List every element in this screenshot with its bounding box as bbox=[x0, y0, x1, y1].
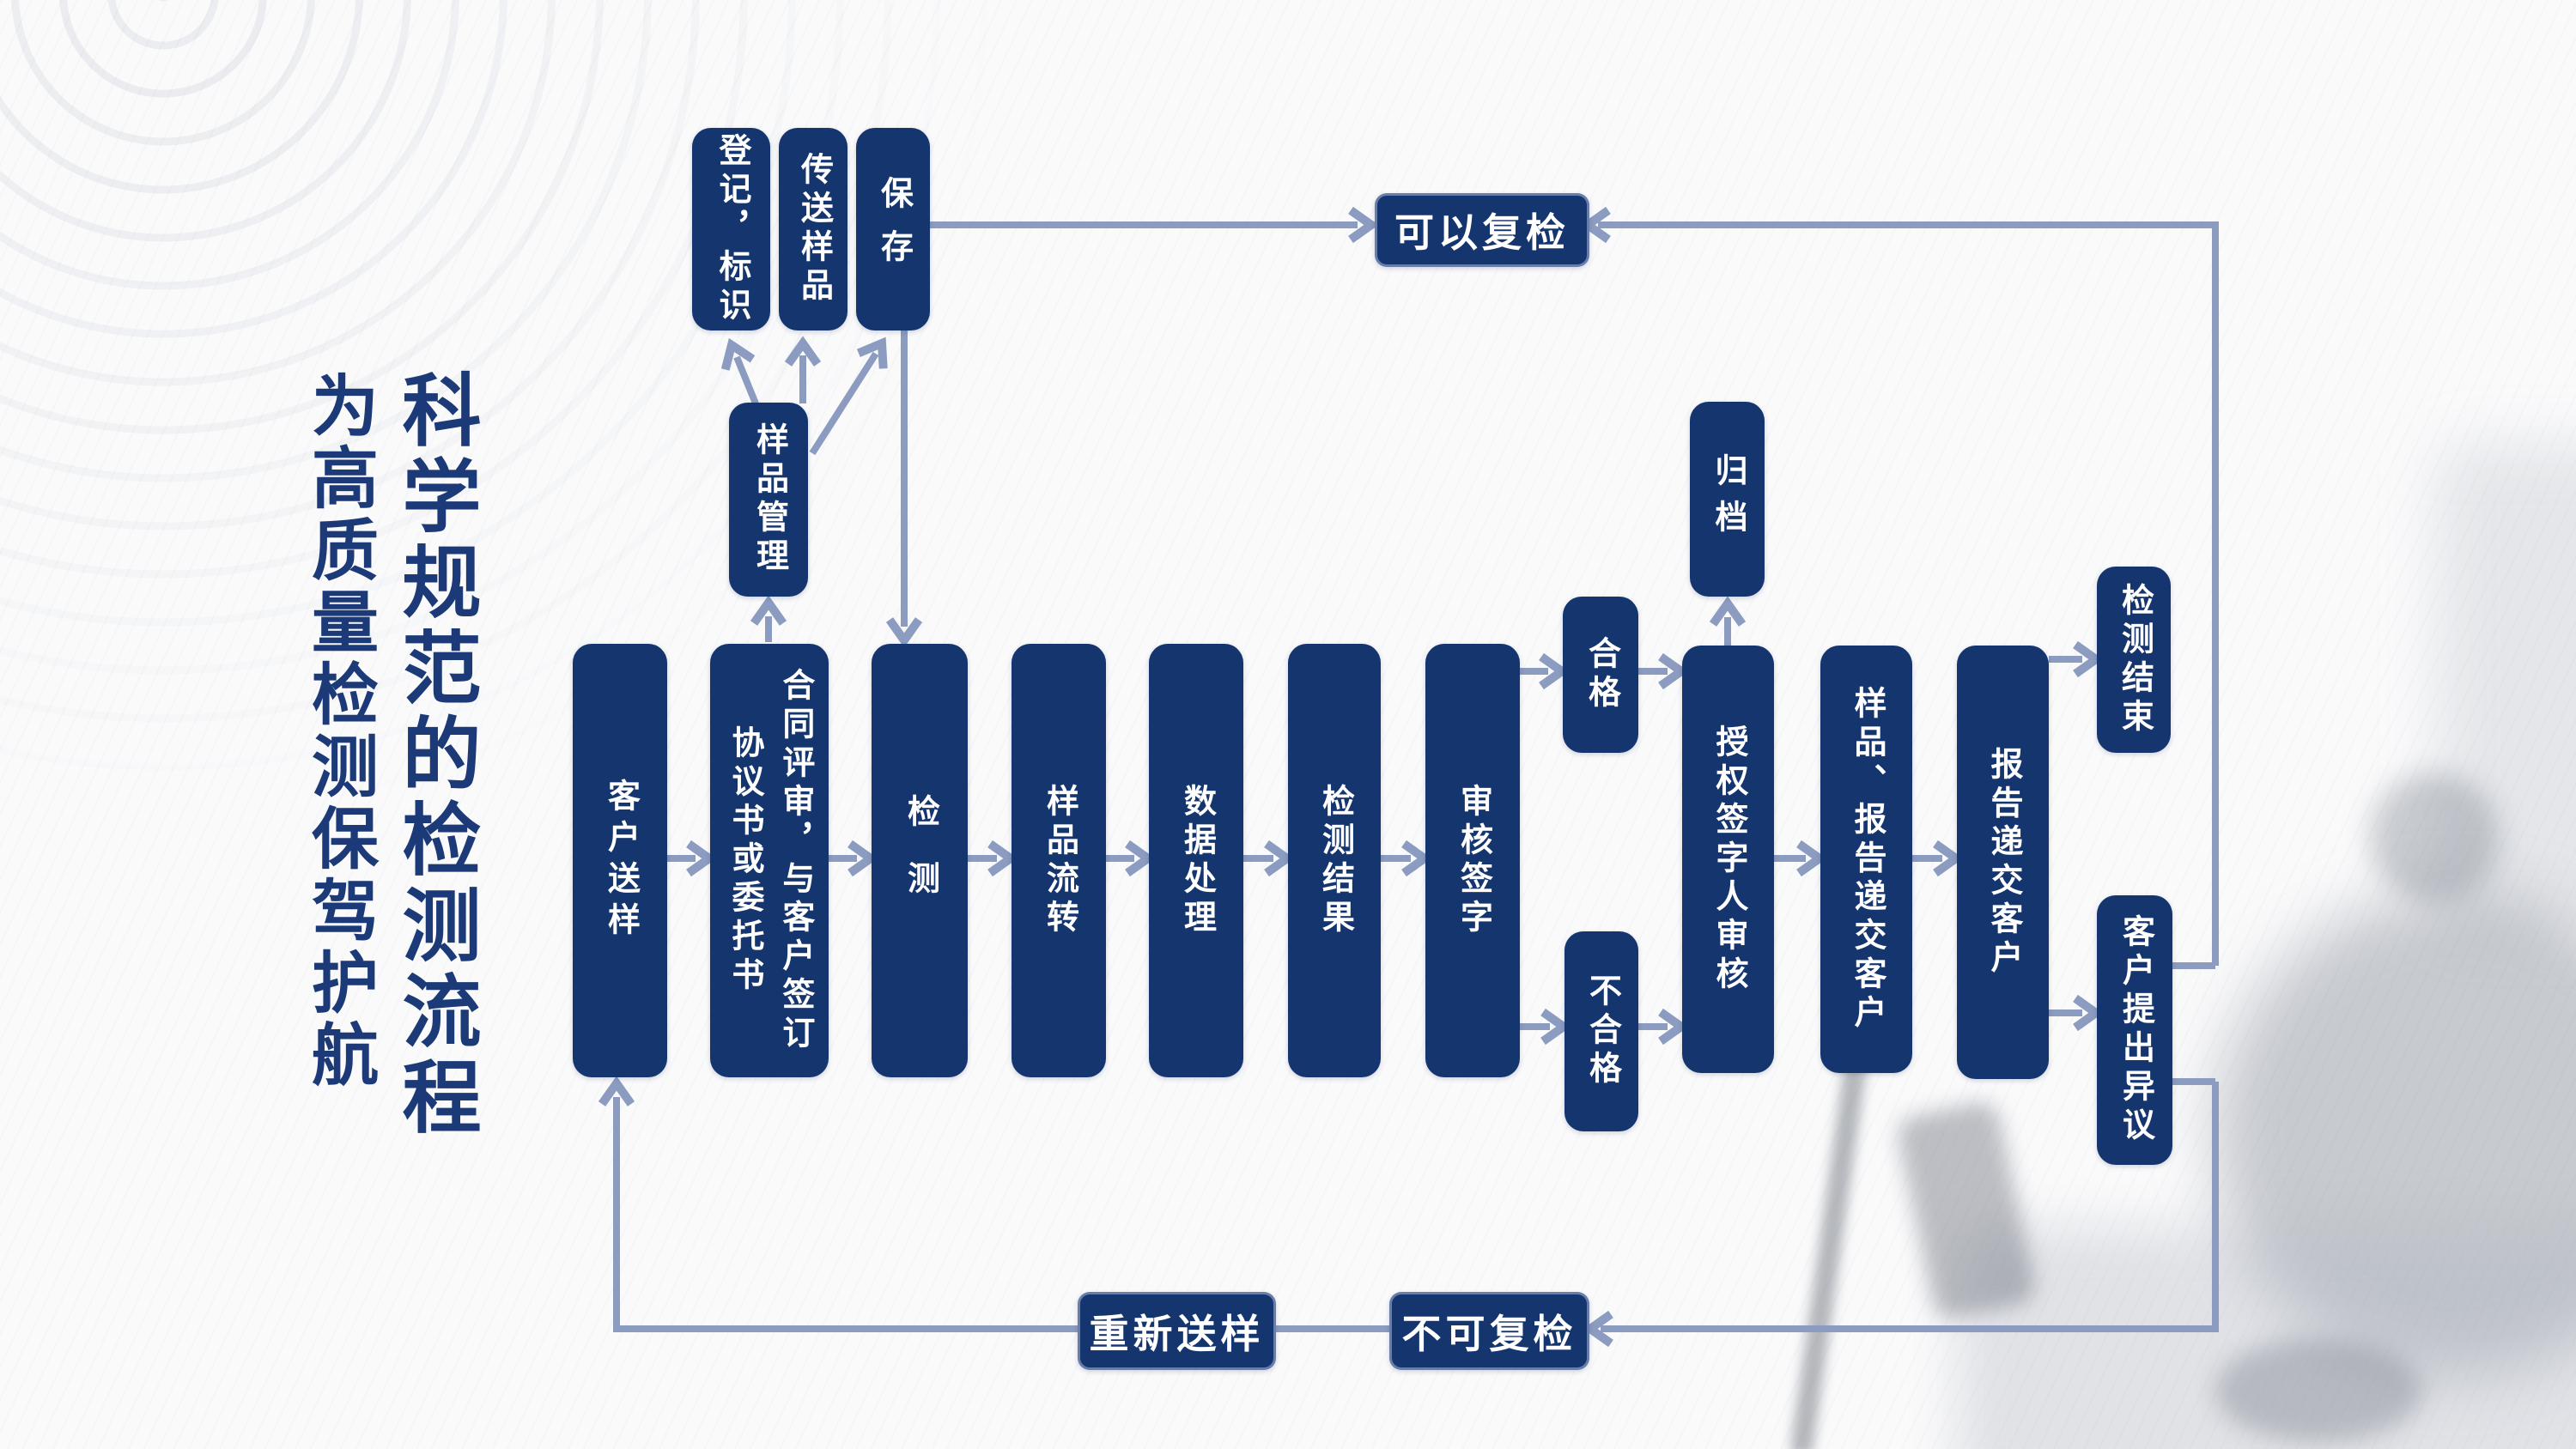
node-sample-mgmt: 样品管理 bbox=[729, 403, 808, 597]
slide-title-sub: 为高质量检测保驾护航 bbox=[292, 371, 388, 1092]
node-register: 登记，标识 bbox=[692, 128, 770, 330]
node-customer-send: 客户送样 bbox=[573, 644, 667, 1077]
node-sample-report-deliver: 样品、报告递交客户 bbox=[1820, 646, 1912, 1073]
ribbon-resend: 重新送样 bbox=[1078, 1292, 1276, 1370]
node-pass: 合格 bbox=[1563, 597, 1638, 753]
line-resend-to-customer-send bbox=[598, 1076, 1078, 1332]
ribbon-resend-label: 重新送样 bbox=[1089, 1311, 1265, 1356]
arrow-sample-mgmt-to-store bbox=[809, 336, 888, 456]
faded-photo-equipment-base bbox=[2215, 1339, 2421, 1442]
line-right-rail-lower bbox=[2172, 1078, 2219, 1332]
node-auth-review: 授权签字人审核 bbox=[1682, 646, 1774, 1073]
node-test-result: 检测结果 bbox=[1288, 644, 1381, 1077]
arrow-customer-send-to-contract bbox=[667, 840, 717, 877]
faded-photo-desk bbox=[1958, 1228, 2576, 1449]
arrow-auth-review-to-sample-report-deliver bbox=[1774, 840, 1827, 877]
slide-title-sub-text: 为高质量检测保驾护航 bbox=[302, 371, 378, 1092]
ribbon-no-retest-label: 不可复检 bbox=[1401, 1311, 1577, 1356]
node-archive-label: 归档 bbox=[1709, 452, 1746, 546]
node-test-end-label: 检测结束 bbox=[2116, 582, 2153, 737]
node-archive: 归档 bbox=[1690, 402, 1765, 597]
arrow-report-deliver-to-test-end bbox=[2049, 640, 2104, 678]
arrow-contract-to-sample-mgmt bbox=[750, 595, 787, 642]
line-right-rail-upper bbox=[2172, 221, 2219, 969]
node-customer-send-label: 客户送样 bbox=[602, 778, 639, 943]
node-fail-label: 不合格 bbox=[1583, 973, 1620, 1089]
arrow-sample-mgmt-to-transfer bbox=[784, 336, 822, 403]
arrow-review-sign-to-fail bbox=[1520, 1008, 1571, 1046]
node-auth-review-label: 授权签字人审核 bbox=[1710, 724, 1747, 995]
node-test-end: 检测结束 bbox=[2097, 567, 2171, 753]
arrow-data-proc-to-result bbox=[1243, 840, 1295, 877]
node-store: 保存 bbox=[856, 128, 930, 330]
arrow-report-deliver-to-objection bbox=[2049, 994, 2104, 1032]
arrow-test-to-sample-flow bbox=[968, 840, 1018, 877]
node-objection-label: 客户提出异议 bbox=[2117, 914, 2154, 1146]
ribbon-retest-ok: 可以复检 bbox=[1375, 193, 1589, 267]
faded-photo-person-head bbox=[2370, 773, 2499, 901]
node-data-proc-label: 数据处理 bbox=[1178, 783, 1215, 938]
arrow-fail-to-auth-review bbox=[1638, 1008, 1689, 1046]
node-transfer: 传送样品 bbox=[779, 128, 848, 330]
node-sample-mgmt-label: 样品管理 bbox=[750, 422, 787, 577]
faded-photo-right-band bbox=[2439, 446, 2576, 927]
node-sample-report-deliver-label: 样品、报告递交客户 bbox=[1848, 685, 1885, 1034]
arrow-contract-to-test bbox=[829, 840, 878, 877]
arrow-result-to-review-sign bbox=[1381, 840, 1432, 877]
line-right-rail-to-no-retest bbox=[1583, 1310, 2219, 1348]
node-pass-label: 合格 bbox=[1583, 636, 1619, 713]
node-objection: 客户提出异议 bbox=[2097, 895, 2172, 1165]
node-report-deliver: 报告递交客户 bbox=[1957, 646, 2049, 1079]
node-contract-label: 合同评审，与客户签订 协议书或委托书 bbox=[726, 667, 813, 1054]
arrow-sample-flow-to-data-proc bbox=[1106, 840, 1156, 877]
arrow-auth-review-to-archive bbox=[1709, 596, 1747, 646]
slide-title-main-text: 科学规范的检测流程 bbox=[391, 369, 478, 1142]
node-data-proc: 数据处理 bbox=[1149, 644, 1243, 1077]
arrow-sample-mgmt-to-register bbox=[720, 337, 759, 405]
node-register-label: 登记，标识 bbox=[713, 132, 750, 326]
node-test-result-label: 检测结果 bbox=[1316, 783, 1353, 938]
ribbon-retest-ok-label: 可以复检 bbox=[1394, 210, 1570, 255]
arrow-pass-to-auth-review bbox=[1638, 652, 1689, 690]
arrow-sample-report-to-report-deliver bbox=[1912, 840, 1964, 877]
node-report-deliver-label: 报告递交客户 bbox=[1984, 746, 2021, 979]
node-review-sign: 审核签字 bbox=[1425, 644, 1520, 1077]
arrow-review-sign-to-pass bbox=[1520, 652, 1570, 690]
line-store-to-retest-ok bbox=[930, 206, 1379, 244]
slide-title-main: 科学规范的检测流程 bbox=[378, 369, 492, 1142]
node-sample-flow-label: 样品流转 bbox=[1041, 783, 1078, 938]
node-store-label: 保存 bbox=[875, 176, 912, 282]
node-test: 检测 bbox=[872, 644, 968, 1077]
node-test-label: 检测 bbox=[902, 793, 939, 928]
node-fail: 不合格 bbox=[1564, 931, 1638, 1131]
line-right-rail-to-retest-ok bbox=[1580, 206, 2219, 244]
arrow-store-to-test bbox=[885, 330, 923, 648]
node-sample-flow: 样品流转 bbox=[1012, 644, 1106, 1077]
node-contract: 合同评审，与客户签订 协议书或委托书 bbox=[710, 644, 829, 1077]
node-review-sign-label: 审核签字 bbox=[1455, 783, 1492, 938]
node-transfer-label: 传送样品 bbox=[795, 152, 832, 306]
ribbon-no-retest: 不可复检 bbox=[1389, 1292, 1589, 1370]
